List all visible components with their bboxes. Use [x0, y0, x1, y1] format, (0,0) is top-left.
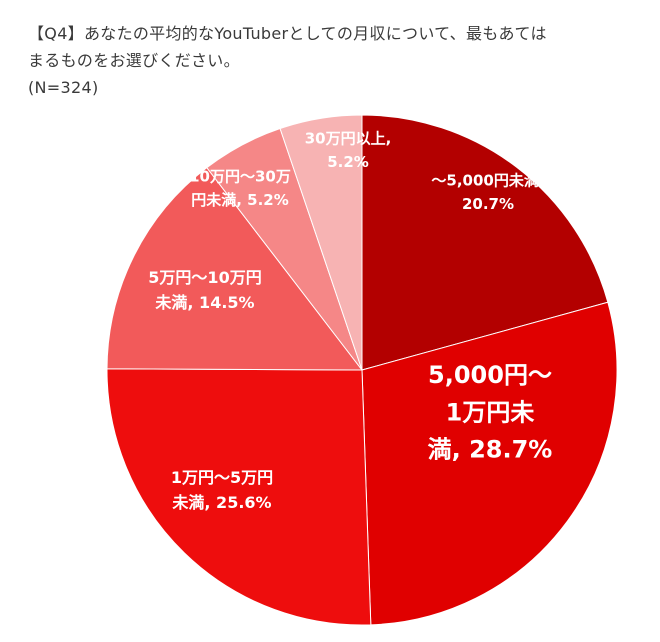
slice-label-line: 10万円～30万: [189, 168, 291, 186]
question-text: 【Q4】あなたの平均的なYouTuberとしての月収について、最もあては まるも…: [28, 20, 628, 101]
slice-label: 1万円～5万円未満, 25.6%: [171, 468, 273, 512]
slice-label-line: 満, 28.7%: [428, 436, 553, 464]
sample-size: (N=324): [28, 78, 99, 97]
question-line-2: まるものをお選びください。: [28, 51, 240, 70]
slice-label: 10万円～30万円未満, 5.2%: [189, 168, 291, 209]
slice-label-line: 5.2%: [327, 153, 369, 171]
slice-label: ～5,000円未満, 20.7%: [431, 172, 544, 213]
slice-label-line: ～5,000円未満,: [431, 172, 544, 190]
slice-label-line: 1万円～5万円: [171, 468, 273, 487]
slice-label: 30万円以上, 5.2%: [305, 130, 392, 171]
slice-label-line: 5,000円～: [428, 361, 552, 389]
slice-label-line: 5万円～10万円: [148, 268, 261, 287]
pie-slice: [361, 114, 609, 371]
pie-slice: [106, 368, 372, 626]
pie-slice: [279, 114, 363, 371]
slice-label-line: 未満, 14.5%: [154, 293, 254, 312]
slice-label-line: 円未満, 5.2%: [191, 191, 289, 209]
pie-slice: [361, 301, 618, 626]
slice-label: 5万円～10万円未満, 14.5%: [148, 268, 261, 312]
slice-label-line: 30万円以上,: [305, 130, 392, 148]
question-line-1: 【Q4】あなたの平均的なYouTuberとしての月収について、最もあては: [28, 24, 547, 43]
pie-slice: [106, 166, 364, 371]
slice-label: 5,000円～ 1万円未満, 28.7%: [428, 361, 553, 463]
slice-label-line: 未満, 25.6%: [171, 493, 271, 512]
slice-label-line: 1万円未: [446, 398, 535, 426]
slice-label-line: 20.7%: [462, 195, 514, 213]
